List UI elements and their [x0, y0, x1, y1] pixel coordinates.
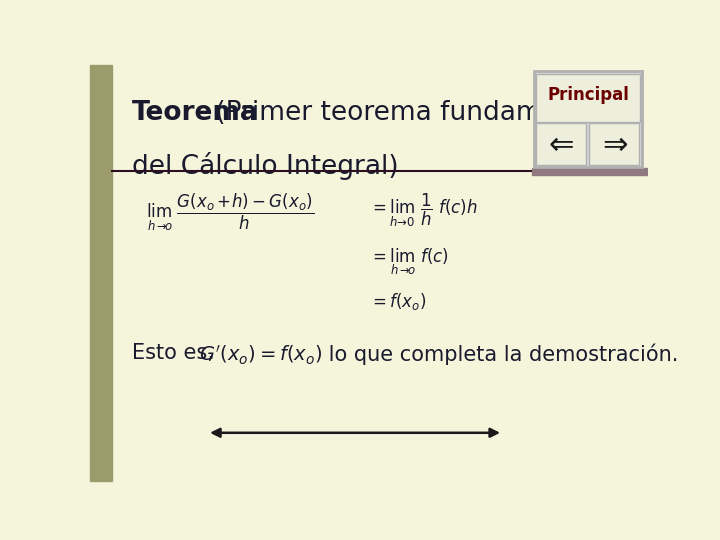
Bar [90, 65, 112, 481]
Text: $= \lim_{h \to 0}\ \dfrac{1}{h}\ f(c)h$: $= \lim_{h \to 0}\ \dfrac{1}{h}\ f(c)h$ [369, 192, 477, 229]
Text: $G'(x_o) = f(x_o)$: $G'(x_o) = f(x_o)$ [199, 343, 322, 367]
Text: (Primer teorema fundamental: (Primer teorema fundamental [207, 100, 608, 126]
FancyBboxPatch shape [536, 74, 639, 122]
Text: Esto es,: Esto es, [132, 343, 214, 363]
Text: $= \lim_{h \,\to\! o}\ f(c)$: $= \lim_{h \,\to\! o}\ f(c)$ [369, 246, 449, 276]
Bar [532, 167, 648, 175]
FancyBboxPatch shape [536, 123, 586, 165]
Text: Principal: Principal [547, 86, 629, 104]
Text: $= f(x_o)$: $= f(x_o)$ [369, 292, 426, 313]
Text: ⇐: ⇐ [548, 131, 574, 160]
Text: Teorema: Teorema [132, 100, 258, 126]
Text: lo que completa la demostración.: lo que completa la demostración. [322, 343, 678, 365]
FancyBboxPatch shape [589, 123, 639, 165]
FancyBboxPatch shape [534, 71, 642, 167]
Text: $\lim_{h \,\to\! o}\ \dfrac{G(x_o\!+\!h) - G(x_o)}{h}$: $\lim_{h \,\to\! o}\ \dfrac{G(x_o\!+\!h)… [145, 192, 314, 233]
Text: del Cálculo Integral): del Cálculo Integral) [132, 152, 398, 180]
Text: ⇒: ⇒ [603, 131, 628, 160]
